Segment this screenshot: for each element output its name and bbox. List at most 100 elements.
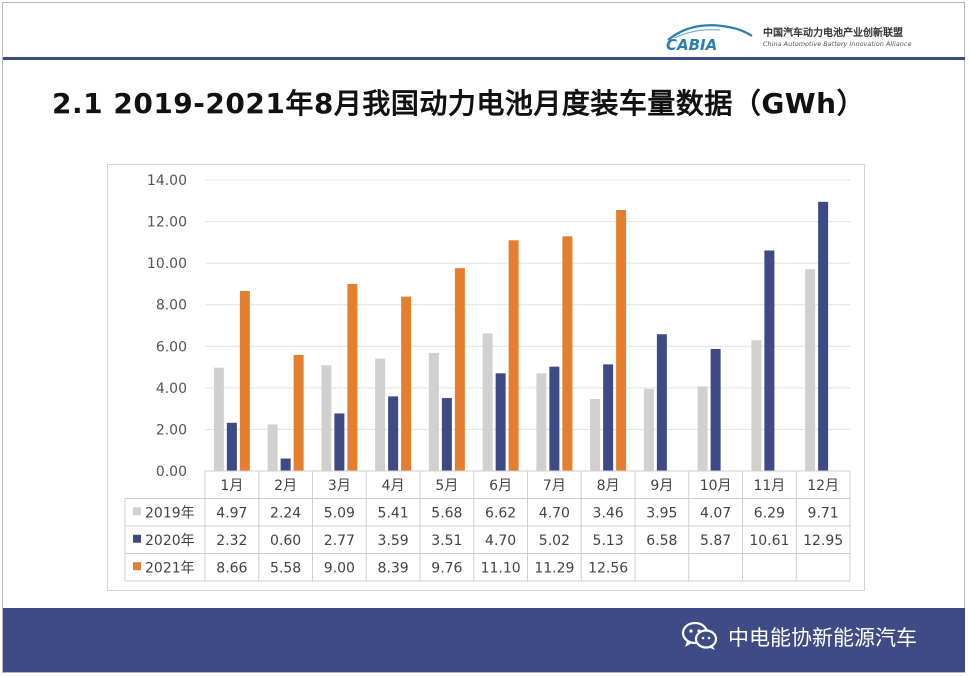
bar-2020-3: [334, 413, 345, 471]
data-label: 5.87: [700, 533, 731, 549]
data-label: 5.09: [324, 505, 355, 521]
bar-2019-10: [697, 386, 708, 471]
bar-2021-2: [293, 355, 304, 471]
y-tick-label: 12.00: [147, 215, 187, 231]
data-label: 3.59: [378, 533, 409, 549]
bar-2020-5: [441, 398, 452, 471]
data-label: 2.77: [324, 533, 355, 549]
bar-2021-6: [508, 240, 519, 471]
data-label: 9.71: [808, 505, 839, 521]
data-label: 2.32: [216, 533, 247, 549]
wechat-icon: [681, 621, 718, 650]
legend-swatch-2021: [133, 562, 141, 571]
bar-2020-4: [388, 396, 399, 471]
category-label: 9月: [650, 478, 673, 494]
header-rule: [3, 57, 965, 60]
bar-2019-7: [536, 373, 547, 471]
data-label: 8.39: [378, 560, 409, 576]
bar-2019-4: [375, 358, 386, 471]
data-label: 12.56: [588, 560, 628, 576]
legend-label: 2019年: [145, 505, 195, 521]
cabia-logo-icon: CABIA: [666, 24, 753, 54]
bar-2020-7: [549, 366, 560, 471]
bar-2020-6: [495, 373, 506, 471]
bar-2021-8: [616, 209, 627, 471]
category-label: 8月: [597, 478, 620, 494]
bar-2019-12: [805, 269, 816, 471]
y-tick-label: 14.00: [147, 173, 187, 189]
bar-2021-4: [401, 296, 412, 471]
category-label: 7月: [543, 478, 566, 494]
data-label: 11.29: [534, 560, 574, 576]
data-label: 8.66: [216, 560, 247, 576]
data-label: 5.13: [593, 533, 624, 549]
bar-2019-11: [751, 340, 762, 471]
bar-2020-11: [764, 250, 775, 471]
bar-2019-9: [643, 388, 654, 471]
y-tick-label: 4.00: [156, 381, 187, 397]
data-label: 6.29: [754, 505, 785, 521]
bar-2019-8: [590, 399, 601, 471]
category-label: 5月: [435, 478, 458, 494]
bar-2021-5: [454, 268, 465, 471]
data-label: 12.95: [803, 533, 843, 549]
bar-2019-5: [428, 352, 439, 471]
footer-band: [3, 608, 965, 672]
data-label: 9.76: [431, 560, 462, 576]
bar-2019-1: [213, 367, 224, 471]
data-label: 6.62: [485, 505, 516, 521]
y-tick-label: 10.00: [147, 256, 187, 272]
y-tick-label: 6.00: [156, 339, 187, 355]
data-label: 2.24: [270, 505, 301, 521]
y-tick-label: 8.00: [156, 298, 187, 314]
category-label: 2月: [274, 478, 297, 494]
data-label: 10.61: [749, 533, 789, 549]
legend-swatch-2019: [133, 507, 141, 516]
bar-2019-3: [321, 365, 332, 471]
legend-swatch-2020: [133, 534, 141, 543]
data-label: 3.46: [593, 505, 624, 521]
legend-label: 2020年: [145, 533, 195, 549]
data-label: 3.95: [646, 505, 677, 521]
logo-text: CABIA: [666, 36, 717, 54]
bar-2020-12: [818, 201, 829, 471]
org-name-en: China Automotive Battery Innovation Alli…: [763, 40, 912, 48]
data-label: 9.00: [324, 560, 355, 576]
bar-2020-8: [603, 364, 614, 471]
data-label: 4.70: [485, 533, 516, 549]
bar-2020-10: [710, 348, 721, 471]
data-label: 5.41: [378, 505, 409, 521]
bar-2021-1: [239, 290, 250, 471]
category-label: 12月: [807, 478, 839, 494]
data-label: 5.02: [539, 533, 570, 549]
category-label: 11月: [753, 478, 785, 494]
data-label: 0.60: [270, 533, 301, 549]
bar-2019-2: [267, 424, 278, 471]
data-label: 6.58: [646, 533, 677, 549]
org-name-cn: 中国汽车动力电池产业创新联盟: [763, 28, 903, 39]
bar-2021-3: [347, 283, 358, 471]
category-label: 6月: [489, 478, 512, 494]
data-label: 5.58: [270, 560, 301, 576]
y-tick-label: 0.00: [156, 464, 187, 480]
data-label: 4.97: [216, 505, 247, 521]
legend-label: 2021年: [145, 560, 195, 576]
page-title: 2.1 2019-2021年8月我国动力电池月度装车量数据（GWh）: [52, 87, 866, 120]
data-label: 3.51: [431, 533, 462, 549]
category-label: 4月: [382, 478, 405, 494]
bar-2020-9: [656, 334, 667, 471]
bar-2020-2: [280, 458, 291, 471]
data-label: 5.68: [431, 505, 462, 521]
chart: 0.00 2.00 4.00 6.00 8.00 10.00 12.00 14.00 1月 2月…: [124, 173, 851, 582]
data-label: 11.10: [481, 560, 521, 576]
bar-2020-1: [226, 422, 237, 471]
data-label: 4.07: [700, 505, 731, 521]
y-tick-label: 2.00: [156, 422, 187, 438]
bar-2021-7: [562, 236, 573, 471]
category-label: 3月: [328, 478, 351, 494]
bar-2019-6: [482, 333, 493, 471]
wechat-watermark: 中电能协新能源汽车: [728, 626, 917, 650]
category-label: 1月: [220, 478, 243, 494]
category-label: 10月: [700, 478, 732, 494]
